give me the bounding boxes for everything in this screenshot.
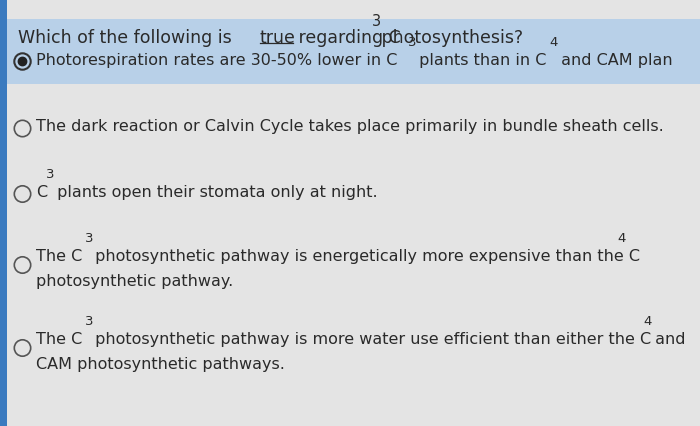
Text: and CAM plan: and CAM plan [556, 52, 672, 67]
Text: 3: 3 [46, 168, 55, 181]
Text: and: and [650, 332, 685, 347]
Text: plants open their stomata only at night.: plants open their stomata only at night. [52, 185, 377, 200]
Text: C: C [36, 185, 47, 200]
Text: 4: 4 [643, 315, 652, 328]
Text: plants than in C: plants than in C [414, 52, 546, 67]
Text: photosynthetic pathway.: photosynthetic pathway. [36, 274, 233, 289]
Text: Which of the following is: Which of the following is [18, 29, 237, 47]
Text: 4: 4 [617, 232, 626, 245]
Text: photosynthetic pathway is more water use efficient than either the C: photosynthetic pathway is more water use… [90, 332, 652, 347]
Text: true: true [260, 29, 296, 47]
Text: The C: The C [36, 249, 83, 264]
Text: 3: 3 [85, 315, 94, 328]
Circle shape [18, 58, 27, 66]
Text: photosynthetic pathway is energetically more expensive than the C: photosynthetic pathway is energetically … [90, 249, 640, 264]
Text: 4: 4 [550, 35, 558, 49]
Text: photosynthesis?: photosynthesis? [377, 29, 524, 47]
Text: 3: 3 [372, 14, 381, 29]
FancyBboxPatch shape [7, 19, 700, 84]
Text: Photorespiration rates are 30-50% lower in C: Photorespiration rates are 30-50% lower … [36, 52, 398, 67]
Text: CAM photosynthetic pathways.: CAM photosynthetic pathways. [36, 357, 285, 372]
Text: 3: 3 [408, 35, 416, 49]
Text: 3: 3 [85, 232, 94, 245]
Text: The C: The C [36, 332, 83, 347]
FancyBboxPatch shape [0, 0, 7, 426]
Text: The dark reaction or Calvin Cycle takes place primarily in bundle sheath cells.: The dark reaction or Calvin Cycle takes … [36, 120, 664, 135]
Text: regarding C: regarding C [293, 29, 400, 47]
